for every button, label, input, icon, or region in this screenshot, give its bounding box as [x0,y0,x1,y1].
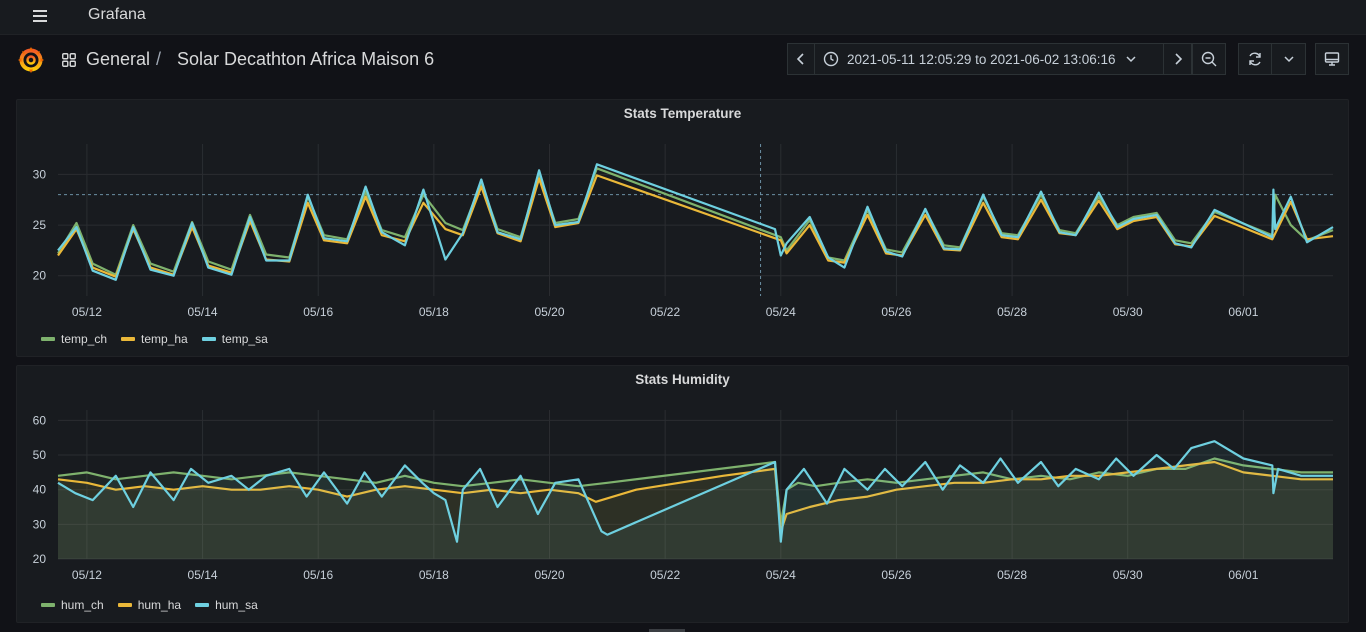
time-shift-forward-button[interactable] [1163,43,1192,75]
series-line-temp_sa [57,163,1334,281]
x-tick-label: 05/14 [188,568,218,582]
top-bar: Grafana [0,0,1366,35]
x-tick-label: 05/28 [997,568,1027,582]
y-tick-label: 20 [33,269,47,283]
legend-item-hum_ha[interactable]: hum_ha [117,598,182,612]
monitor-icon [1324,52,1340,66]
x-tick-label: 05/18 [419,305,449,319]
legend-item-temp_ch[interactable]: temp_ch [41,332,107,346]
legend-swatch [41,337,55,341]
x-tick-label: 05/30 [1113,568,1143,582]
breadcrumb-separator: / [156,49,162,69]
x-tick-label: 05/26 [881,568,911,582]
time-range-to: 2021-06-02 13:06:16 [990,51,1116,67]
breadcrumb-dashboard-title[interactable]: Solar Decathton Africa Maison 6 [177,49,435,69]
legend-item-temp_ha[interactable]: temp_ha [121,332,188,346]
humidity-chart[interactable]: 20 30 40 50 60 05/12 05/14 05/16 05/18 05/20 05/22… [17,366,1350,624]
panel-title[interactable]: Stats Temperature [623,106,742,121]
legend-swatch [201,337,216,341]
legend-item-hum_ch[interactable]: hum_ch [41,598,104,612]
clock-icon [823,51,839,67]
apps-grid-icon[interactable] [62,53,76,67]
temperature-legend: temp_ch temp_ha temp_sa [41,332,268,346]
time-range-from: 2021-05-11 12:05:29 [847,51,972,67]
x-tick-label: 05/20 [534,568,564,582]
x-tick-label: 06/01 [1228,305,1258,319]
y-tick-label: 30 [33,517,47,531]
x-tick-label: 05/16 [303,568,333,582]
series-line-hum_sa [57,440,1333,543]
x-tick-label: 05/30 [1113,305,1143,319]
chevron-down-icon [1125,56,1136,63]
legend-swatch [117,603,132,607]
y-tick-label: 40 [33,483,47,497]
x-tick-label: 05/28 [997,305,1027,319]
series-line-temp_ha [57,174,1334,278]
temperature-panel[interactable]: Stats Temperature 20 25 30 05/12 05/14 05/16 0… [16,99,1349,357]
x-tick-label: 05/22 [650,305,680,319]
legend-label: hum_ha [137,598,182,612]
x-tick-label: 05/18 [419,568,449,582]
x-tick-label: 05/20 [534,305,564,319]
y-tick-label: 30 [33,167,47,181]
x-tick-label: 05/24 [766,305,796,319]
breadcrumb-folder[interactable]: General [86,49,151,69]
legend-swatch [121,337,136,341]
x-tick-label: 05/22 [650,568,680,582]
refresh-interval-dropdown[interactable] [1271,43,1306,75]
x-tick-label: 05/26 [881,305,911,319]
chevron-right-icon [1174,53,1182,65]
refresh-icon [1249,52,1261,66]
refresh-button[interactable] [1238,43,1272,75]
time-shift-back-button[interactable] [787,43,815,75]
series-area-hum_ha [58,462,1333,559]
legend-label: temp_ha [141,332,188,346]
humidity-legend: hum_ch hum_ha hum_sa [41,598,258,612]
temperature-chart[interactable]: 20 25 30 05/12 05/14 05/16 05/18 05/20 05/22 05/2… [17,100,1350,358]
legend-item-hum_sa[interactable]: hum_sa [195,598,258,612]
chevron-down-icon [1283,56,1294,63]
hamburger-menu-icon[interactable] [26,5,54,27]
legend-item-temp_sa[interactable]: temp_sa [201,332,268,346]
legend-swatch [195,603,210,607]
x-tick-label: 05/24 [766,568,796,582]
time-range-picker[interactable]: 2021-05-11 12:05:29 to 2021-06-02 13:06:… [814,43,1164,75]
y-tick-label: 25 [33,218,47,232]
y-tick-label: 20 [33,552,47,566]
x-tick-label: 05/12 [72,305,102,319]
scroll-handle[interactable] [649,629,685,632]
y-tick-label: 50 [33,448,47,462]
x-tick-label: 05/16 [303,305,333,319]
panel-title[interactable]: Stats Humidity [635,372,730,387]
zoom-out-icon [1201,51,1217,67]
legend-swatch [41,603,55,607]
legend-label: hum_sa [215,598,258,612]
time-range-to-word: to [975,51,987,67]
tv-mode-button[interactable] [1315,43,1349,75]
x-tick-label: 05/14 [188,305,218,319]
humidity-panel[interactable]: Stats Humidity 20 30 40 50 60 05/12 05/14 05/16… [16,365,1349,623]
legend-label: hum_ch [61,598,104,612]
grafana-logo-icon[interactable] [17,46,45,74]
series-area-hum_sa [58,441,1333,559]
app-title: Grafana [88,6,146,23]
x-tick-label: 05/12 [72,568,102,582]
zoom-out-button[interactable] [1192,43,1226,75]
time-range-text: 2021-05-11 12:05:29 to 2021-06-02 13:06:… [847,52,1116,67]
legend-label: temp_sa [221,332,268,346]
dashboard-navbar: General / Solar Decathton Africa Maison … [0,35,1366,85]
legend-label: temp_ch [61,332,108,346]
y-tick-label: 60 [33,413,47,427]
x-tick-label: 06/01 [1228,568,1258,582]
chevron-left-icon [796,53,804,65]
